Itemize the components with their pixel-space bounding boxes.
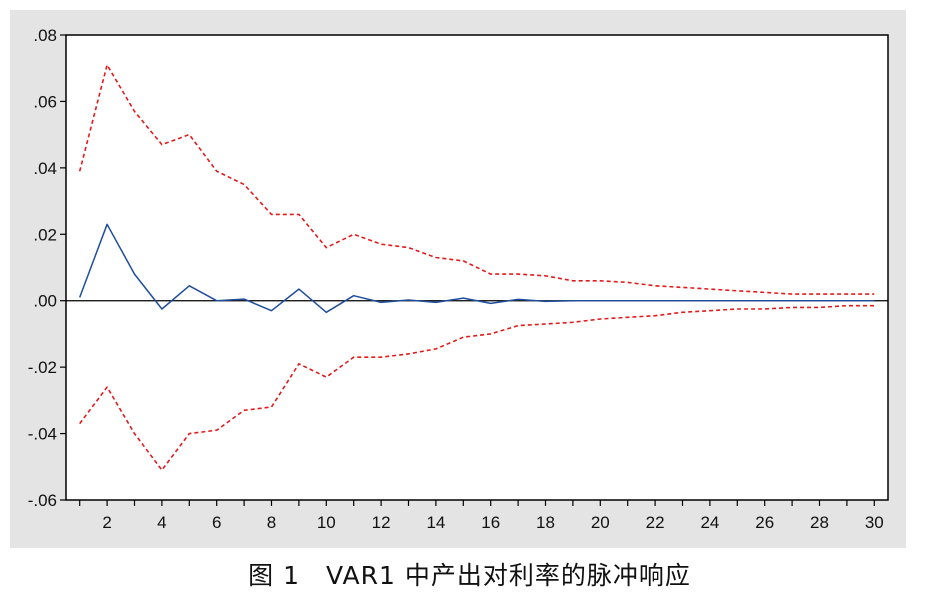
x-tick-label: 22 xyxy=(646,513,665,532)
x-tick-label: 18 xyxy=(536,513,555,532)
x-tick-label: 4 xyxy=(157,513,166,532)
response-line xyxy=(78,223,875,314)
upper-band-line xyxy=(78,64,875,295)
x-tick-label: 14 xyxy=(426,513,445,532)
lower-band-line xyxy=(79,304,875,471)
x-tick-label: 6 xyxy=(212,513,221,532)
x-tick-label: 16 xyxy=(481,513,500,532)
x-tick-label: 28 xyxy=(810,513,829,532)
x-tick-label: 12 xyxy=(372,513,391,532)
x-tick-label: 2 xyxy=(102,513,111,532)
irf-chart: -.06-.04-.02.00.02.04.06.08 2 4 6 8 10 12 14 16… xyxy=(28,26,889,532)
x-tick-label: 26 xyxy=(755,513,774,532)
x-tick-label: 24 xyxy=(700,513,719,532)
y-tick-label: .04 xyxy=(33,159,57,178)
figure-panel: -.06 -.04 -.02.00.02.04.06.08 2 4 6 8 10 12 14 16… xyxy=(10,10,906,548)
x-tick-label: 20 xyxy=(591,513,610,532)
y-axis: -.06 -.04 -.02 .00 .02 .04 .06 .08 xyxy=(28,26,66,510)
figure-caption: 图 1 VAR1 中产出对利率的脉冲响应 xyxy=(248,561,691,590)
x-tick-label: 8 xyxy=(267,513,276,532)
series-layer xyxy=(78,64,875,471)
y-tick-label: .08 xyxy=(33,26,57,45)
x-axis: 2 4 6 8 10 12 14 16 18 20 22 24 26 28 30 xyxy=(79,500,884,532)
y-tick-label: -.02 xyxy=(28,358,57,377)
y-tick-label: .06 xyxy=(33,92,57,111)
y-tick-label: .02 xyxy=(33,225,57,244)
y-tick-label: -.06 xyxy=(28,491,57,510)
y-tick-label: -.04 xyxy=(28,425,57,444)
x-tick-label: 30 xyxy=(865,513,884,532)
y-tick-label: .00 xyxy=(33,292,57,311)
x-tick-label: 10 xyxy=(317,513,336,532)
